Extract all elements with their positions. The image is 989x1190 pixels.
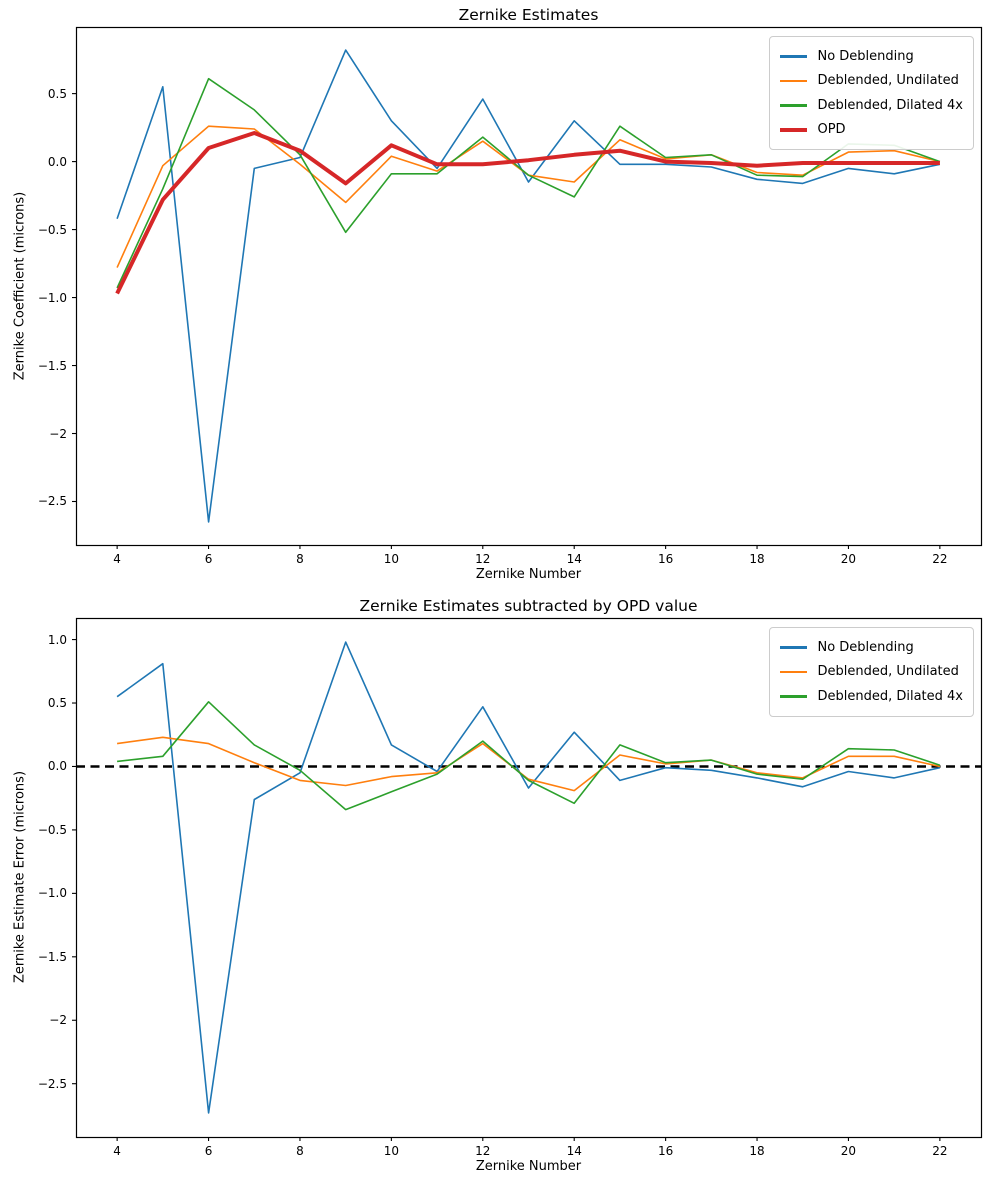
y-tick-label: 0.0 [47, 154, 67, 169]
legend-label: No Deblending [817, 639, 914, 655]
x-tick-label: 14 [566, 1144, 582, 1158]
x-tick-label: 12 [475, 1144, 491, 1158]
bottom-y-axis-label: Zernike Estimate Error (microns) [12, 770, 28, 984]
legend-line-sample [780, 646, 808, 649]
y-tick-label: −2.5 [37, 494, 67, 509]
x-tick-label: 20 [840, 552, 857, 566]
y-tick-label: −0.5 [37, 222, 67, 237]
legend-label: Deblended, Dilated 4x [817, 97, 963, 113]
legend-line-sample [780, 55, 808, 58]
y-tick-label: −2.5 [37, 1076, 67, 1091]
x-tick-label: 18 [749, 1144, 765, 1158]
legend-label: Deblended, Undilated [817, 664, 959, 680]
legend-label: Deblended, Undilated [817, 73, 959, 89]
top-x-axis-label: Zernike Number [475, 567, 582, 582]
legend-item: Deblended, Dilated 4x [780, 93, 963, 118]
legend-line-sample [780, 79, 808, 82]
y-tick-label: 0.5 [47, 86, 67, 101]
legend-item: OPD [780, 118, 963, 143]
x-tick-label: 18 [749, 552, 765, 566]
legend-line-sample [780, 695, 808, 698]
legend-line-sample [780, 127, 808, 132]
bottom-plot-title: Zernike Estimates subtracted by OPD valu… [359, 597, 698, 615]
y-tick-label: 0.0 [47, 759, 67, 774]
bottom-legend: No Deblending Deblended, Undilated Deble… [769, 627, 974, 717]
legend-line-sample [780, 104, 808, 107]
x-tick-label: 10 [383, 1144, 400, 1158]
series-line-deblended-dilated-4x [117, 700, 941, 811]
y-tick-label: 1.0 [47, 632, 67, 647]
top-y-axis-label: Zernike Coefficient (microns) [12, 191, 28, 381]
legend-item: Deblended, Undilated [780, 660, 963, 685]
legend-item: No Deblending [780, 635, 963, 660]
legend-label: No Deblending [817, 48, 914, 64]
top-plot-title: Zernike Estimates [458, 6, 599, 24]
legend-line-sample [780, 670, 808, 673]
x-tick-label: 20 [840, 1144, 857, 1158]
x-tick-label: 14 [566, 552, 582, 566]
legend-label: Deblended, Dilated 4x [817, 688, 963, 704]
series-line-deblended-undilated [116, 736, 941, 792]
y-tick-label: −2 [49, 426, 67, 441]
x-tick-label: 12 [475, 552, 491, 566]
x-tick-label: 22 [932, 1144, 948, 1158]
series-line-opd [115, 131, 940, 295]
legend-label: OPD [817, 122, 846, 138]
y-tick-label: −1.5 [37, 949, 67, 964]
x-tick-label: 8 [296, 1144, 304, 1158]
legend-item: Deblended, Dilated 4x [780, 684, 963, 709]
x-tick-label: 4 [113, 1144, 121, 1158]
x-tick-label: 10 [383, 552, 400, 566]
y-tick-label: −0.5 [37, 822, 67, 837]
x-tick-label: 6 [204, 1144, 213, 1158]
x-tick-label: 16 [657, 1144, 674, 1158]
y-tick-label: −1.5 [37, 358, 67, 373]
bottom-x-axis-label: Zernike Number [475, 1159, 582, 1174]
legend-item: No Deblending [780, 44, 963, 69]
x-tick-label: 4 [113, 552, 121, 566]
top-legend: No Deblending Deblended, Undilated Deble… [769, 36, 974, 150]
y-tick-label: 0.5 [47, 696, 67, 711]
x-tick-label: 6 [204, 552, 213, 566]
legend-item: Deblended, Undilated [780, 69, 963, 94]
y-tick-label: −1.0 [37, 886, 67, 901]
x-tick-label: 16 [657, 552, 674, 566]
x-tick-label: 8 [296, 552, 304, 566]
x-tick-label: 22 [932, 552, 948, 566]
y-tick-label: −1.0 [37, 290, 67, 305]
y-tick-label: −2 [49, 1013, 67, 1028]
